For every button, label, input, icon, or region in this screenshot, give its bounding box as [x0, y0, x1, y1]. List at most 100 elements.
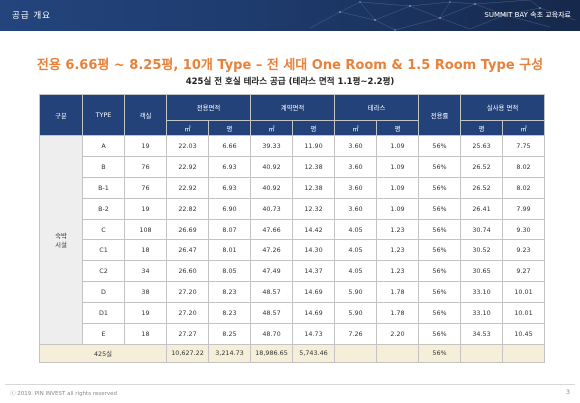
table-row: C2 34 26.60 8.05 47.49 14.37 4.05 1.23 56% 30.65 9…	[40, 260, 546, 283]
table-cell-ac-m2: 9.27	[502, 260, 546, 283]
table-cell-ac-py: 30.52	[460, 239, 504, 262]
table-cell-tr-py: 1.09	[375, 176, 420, 199]
table-header-row: 구분 TYPE 객실 전용면적 계약면적 테라스 전용률 실사용 면적	[39, 94, 546, 136]
table-cell-type: D1	[82, 302, 125, 325]
table-cell-ct-m2: 47.66	[250, 218, 293, 241]
table-row: C1 18 26.47 8.01 47.26 14.30 4.05 1.23 56% 30.52 9…	[40, 239, 546, 262]
table-cell-ac-m2: 8.02	[502, 155, 546, 178]
page-subtitle: 425실 전 호실 테라스 공급 (테라스 면적 1.1평~2.2평)	[185, 77, 395, 87]
table-row: 숙박 시설 A 19 22.03 6.66 39.33 11.90 3.60 1.09 56% 25…	[39, 135, 546, 345]
table-cell-type: D	[82, 281, 125, 304]
total-contract-m2: 18,986.65	[250, 343, 293, 363]
header-actual-area: 실사용 면적	[460, 94, 546, 121]
table-cell-ac-py: 34.53	[460, 323, 504, 345]
table-cell-ex-m2: 26.47	[166, 239, 209, 262]
table-cell-ex-py: 6.66	[208, 135, 251, 157]
table-cell-ex-py: 8.25	[208, 323, 251, 345]
table-cell-tr-m2: 3.60	[334, 155, 377, 178]
total-exclusive-pyeong: 3,214.73	[208, 343, 251, 363]
table-cell-ct-py: 14.37	[292, 260, 335, 283]
table-cell-ac-m2: 7.99	[502, 197, 546, 220]
table-unit-row: ㎡ 평 ㎡ 평 ㎡ 평 평 ㎡	[40, 120, 546, 136]
table-cell-ex-m2: 26.60	[166, 260, 209, 283]
table-cell-ct-m2: 40.92	[250, 155, 293, 178]
table-cell-ex-m2: 27.20	[166, 302, 209, 325]
table-cell-tr-py: 1.09	[375, 135, 420, 157]
table-cell-rooms: 18	[124, 239, 167, 262]
table-cell-ac-m2: 10.45	[502, 323, 546, 345]
total-terrace-pyeong	[375, 343, 420, 363]
network-pattern-icon	[309, 0, 576, 31]
table-cell-tr-m2: 7.26	[334, 323, 377, 345]
page-title: 전용 6.66평 ~ 8.25평, 10개 Type – 전 세대 One Ro…	[36, 58, 544, 73]
table-cell-ac-py: 30.74	[460, 218, 504, 241]
table-cell-ex-py: 6.93	[208, 176, 251, 199]
table-cell-ac-m2: 7.75	[502, 135, 546, 157]
copyright-text: ⓒ 2019. PIN INVEST all rights reserved	[10, 391, 117, 397]
table-cell-rooms: 38	[124, 281, 167, 304]
table-cell-ct-m2: 40.73	[250, 197, 293, 220]
table-row: B-2 19 22.82 6.90 40.73 12.32 3.60 1.09 56% 26.41…	[40, 197, 546, 220]
table-cell-type: E	[82, 323, 125, 345]
table-cell-ex-m2: 27.20	[166, 281, 209, 304]
table-cell-ac-py: 33.10	[460, 281, 504, 304]
table-cell-ct-py: 12.38	[292, 176, 335, 199]
table-row: E 18 27.27 8.25 48.70 14.73 7.26 2.20 56% 34.53 10…	[40, 323, 546, 345]
header-type: TYPE	[82, 94, 125, 136]
table-cell-rooms: 19	[124, 302, 167, 325]
table-cell-ex-py: 8.05	[208, 260, 251, 283]
table-cell-ex-py: 8.01	[208, 239, 251, 262]
table-cell-tr-py: 1.78	[375, 281, 420, 304]
table-row: C 108 26.69 8.07 47.66 14.42 4.05 1.23 56% 30.74 9…	[40, 218, 546, 241]
total-actual-m2	[502, 343, 546, 363]
unit-pyeong: 평	[292, 120, 335, 136]
table-cell-ex-py: 8.07	[208, 218, 251, 241]
table-cell-type: C	[82, 218, 125, 241]
table-cell-tr-m2: 3.60	[334, 176, 377, 199]
table-cell-ac-py: 25.63	[460, 135, 504, 157]
table-cell-ac-py: 30.65	[460, 260, 504, 283]
table-cell-ratio: 56%	[418, 281, 462, 304]
table-cell-ac-m2: 10.01	[502, 281, 546, 304]
table-cell-type: A	[82, 135, 125, 157]
table-cell-ac-m2: 9.30	[502, 218, 546, 241]
total-actual-pyeong	[460, 343, 504, 363]
table-cell-tr-m2: 5.90	[334, 281, 377, 304]
table-cell-rooms: 76	[124, 176, 167, 199]
table-cell-ex-m2: 22.92	[166, 176, 209, 199]
table-cell-tr-py: 1.23	[375, 218, 420, 241]
total-contract-pyeong: 5,743.46	[292, 343, 335, 363]
total-label: 425실	[39, 343, 167, 363]
section-title: 공급 개요	[12, 11, 51, 21]
table-cell-rooms: 19	[124, 135, 167, 157]
table-cell-type: B-1	[82, 176, 125, 199]
total-ratio: 56%	[418, 343, 462, 363]
table-cell-ct-py: 12.38	[292, 155, 335, 178]
table-cell-ac-py: 26.52	[460, 155, 504, 178]
table-cell-ct-py: 14.73	[292, 323, 335, 345]
table-cell-rooms: 18	[124, 323, 167, 345]
table-cell-ex-py: 8.23	[208, 281, 251, 304]
header-exclusive-ratio: 전용률	[418, 94, 462, 136]
supply-table: 구분 TYPE 객실 전용면적 계약면적 테라스 전용률 실사용 면적 ㎡ 평 …	[39, 94, 546, 363]
table-cell-rooms: 19	[124, 197, 167, 220]
table-cell-ex-m2: 22.82	[166, 197, 209, 220]
table-cell-tr-m2: 4.05	[334, 260, 377, 283]
table-cell-type: B-2	[82, 197, 125, 220]
table-cell-ratio: 56%	[418, 218, 462, 241]
total-row: 425실 10,627.22 3,214.73 18,986.65 5,743.…	[39, 343, 546, 363]
table-cell-tr-m2: 4.05	[334, 239, 377, 262]
table-cell-ct-py: 12.32	[292, 197, 335, 220]
table-cell-tr-py: 1.23	[375, 260, 420, 283]
table-cell-tr-py: 1.09	[375, 197, 420, 220]
unit-pyeong: 평	[460, 120, 504, 136]
table-cell-tr-py: 1.23	[375, 239, 420, 262]
brand-label: SUMMIT BAY 속초 교육자료	[484, 11, 571, 19]
table-cell-ex-py: 6.93	[208, 155, 251, 178]
footer-divider	[5, 384, 575, 385]
table-cell-ct-py: 14.30	[292, 239, 335, 262]
table-cell-ratio: 56%	[418, 323, 462, 345]
table-row: D1 19 27.20 8.23 48.57 14.69 5.90 1.78 56% 33.10 1…	[40, 302, 546, 325]
header-category: 구분	[39, 94, 83, 136]
unit-m2: ㎡	[166, 120, 209, 136]
